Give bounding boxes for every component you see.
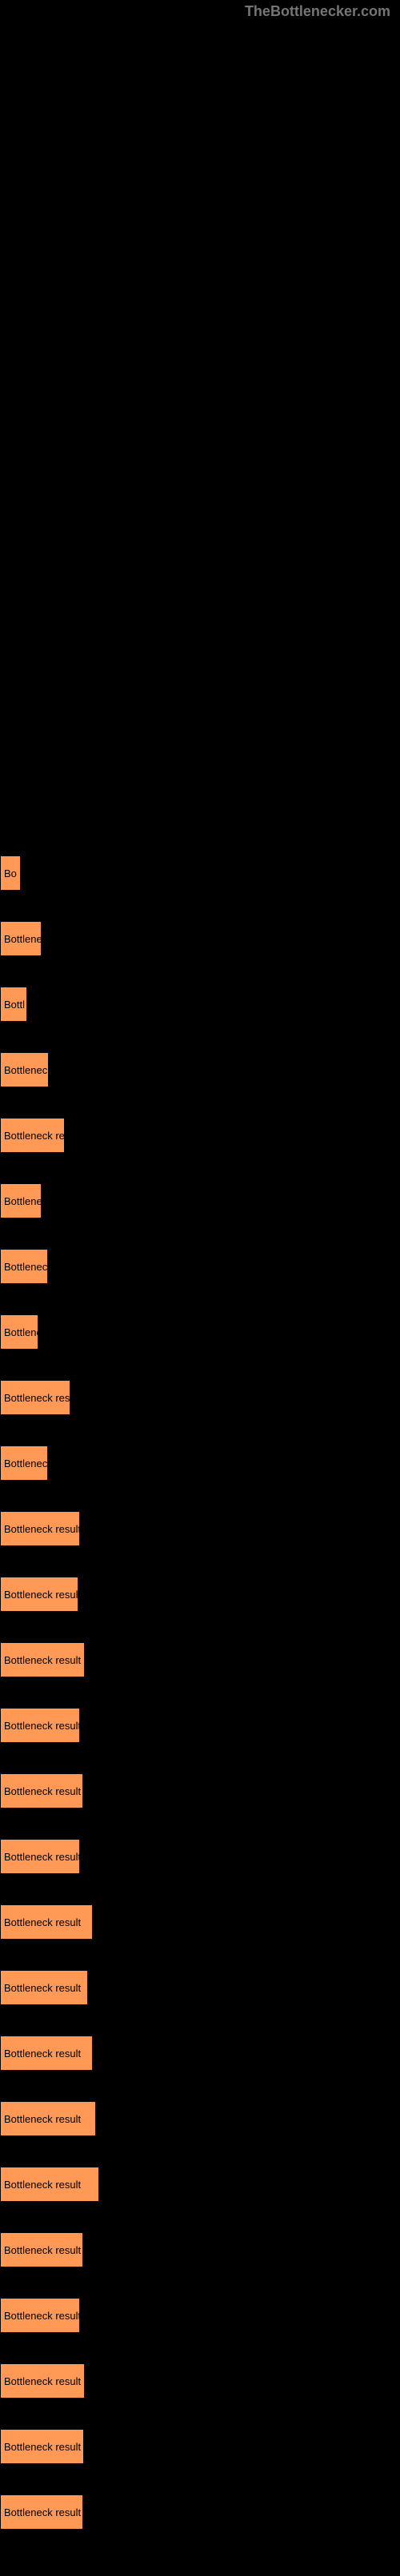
bar: Bottl	[0, 987, 27, 1022]
bar: Bottleneck result	[0, 2298, 80, 2333]
bar-row: Bottleneck res	[0, 1380, 400, 1415]
bar-row: Bottleneck	[0, 1446, 400, 1481]
bar-label: Bottleneck result	[4, 2441, 81, 2453]
bar: Bo	[0, 855, 21, 891]
bar: Bottleneck result	[0, 1511, 80, 1546]
bar-row: Bottlene	[0, 1314, 400, 1350]
bar: Bottleneck result	[0, 2036, 93, 2071]
bar-label: Bottleneck result	[4, 2375, 81, 2387]
bar-label: Bottleneck	[4, 1261, 47, 1273]
bar-row: Bottleneck	[0, 1052, 400, 1087]
bar: Bottlene	[0, 1183, 42, 1218]
bar: Bottleneck result	[0, 2363, 85, 2399]
bar-row: Bottleneck result	[0, 2101, 400, 2136]
bar-row: Bottleneck result	[0, 1708, 400, 1743]
bar-label: Bottleneck	[4, 1457, 47, 1469]
bar: Bottleneck result	[0, 2494, 83, 2530]
bar-row: Bottleneck result	[0, 2036, 400, 2071]
bar: Bottleneck result	[0, 1577, 78, 1612]
bar: Bottlene	[0, 921, 42, 956]
bar-row: Bottleneck result	[0, 2232, 400, 2267]
bar-row: Bottleneck result	[0, 2363, 400, 2399]
bar-row: Bottl	[0, 987, 400, 1022]
bar-label: Bottlene	[4, 933, 41, 945]
bar-row: Bottleneck result	[0, 1642, 400, 1677]
bar: Bottleneck	[0, 1446, 48, 1481]
bar-label: Bo	[4, 867, 17, 879]
bar: Bottleneck result	[0, 1773, 83, 1808]
bar-row: Bottleneck result	[0, 1511, 400, 1546]
bar-row: Bottleneck result	[0, 2298, 400, 2333]
bar: Bottleneck res	[0, 1380, 70, 1415]
bar-label: Bottleneck result	[4, 2506, 81, 2518]
bar-row: Bottleneck result	[0, 1904, 400, 1940]
bar: Bottleneck result	[0, 1839, 80, 1874]
bar: Bottleneck re	[0, 1118, 65, 1153]
bar: Bottleneck result	[0, 1708, 80, 1743]
bar-label: Bottleneck result	[4, 1785, 81, 1797]
bar-label: Bottleneck res	[4, 1392, 70, 1404]
bar-row: Bottleneck result	[0, 2494, 400, 2530]
bar-row: Bottleneck result	[0, 2429, 400, 2464]
bar-label: Bottleneck result	[4, 1720, 79, 1732]
bar-label: Bottleneck result	[4, 2113, 81, 2125]
bar-row: Bottleneck result	[0, 1839, 400, 1874]
bar-label: Bottleneck result	[4, 1654, 81, 1666]
bar: Bottleneck result	[0, 2429, 84, 2464]
bar: Bottleneck result	[0, 2232, 83, 2267]
bar-label: Bottleneck result	[4, 1851, 79, 1863]
bar-row: Bo	[0, 855, 400, 891]
bar-label: Bottlene	[4, 1326, 38, 1338]
bar-label: Bottleneck result	[4, 1589, 78, 1601]
bar-label: Bottleneck result	[4, 1916, 81, 1928]
bar-row: Bottlene	[0, 921, 400, 956]
bar-chart: Bo Bottlene Bottl Bottleneck Bottleneck re Bo…	[0, 0, 400, 2576]
bar: Bottleneck	[0, 1249, 48, 1284]
bar-row: Bottleneck result	[0, 1970, 400, 2005]
bar-label: Bottleneck result	[4, 1523, 79, 1535]
bar-label: Bottleneck result	[4, 2048, 81, 2060]
bar-label: Bottlene	[4, 1195, 41, 1207]
bar-row: Bottlene	[0, 1183, 400, 1218]
bar: Bottleneck result	[0, 1904, 93, 1940]
bar-row: Bottleneck re	[0, 1118, 400, 1153]
bar-label: Bottleneck result	[4, 2244, 81, 2256]
bar-label: Bottleneck result	[4, 2179, 81, 2191]
bar: Bottleneck result	[0, 2167, 99, 2202]
bar-label: Bottleneck result	[4, 2310, 79, 2322]
bar: Bottleneck	[0, 1052, 49, 1087]
bar-label: Bottleneck	[4, 1064, 48, 1076]
bar-row: Bottleneck result	[0, 2167, 400, 2202]
bar-row: Bottleneck result	[0, 1577, 400, 1612]
bar-row: Bottleneck result	[0, 1773, 400, 1808]
bar: Bottleneck result	[0, 1642, 85, 1677]
bar-label: Bottl	[4, 999, 25, 1011]
bar-label: Bottleneck re	[4, 1130, 64, 1142]
bar: Bottleneck result	[0, 2101, 96, 2136]
bar-label: Bottleneck result	[4, 1982, 81, 1994]
bar: Bottleneck result	[0, 1970, 88, 2005]
bar: Bottlene	[0, 1314, 38, 1350]
bar-row: Bottleneck	[0, 1249, 400, 1284]
